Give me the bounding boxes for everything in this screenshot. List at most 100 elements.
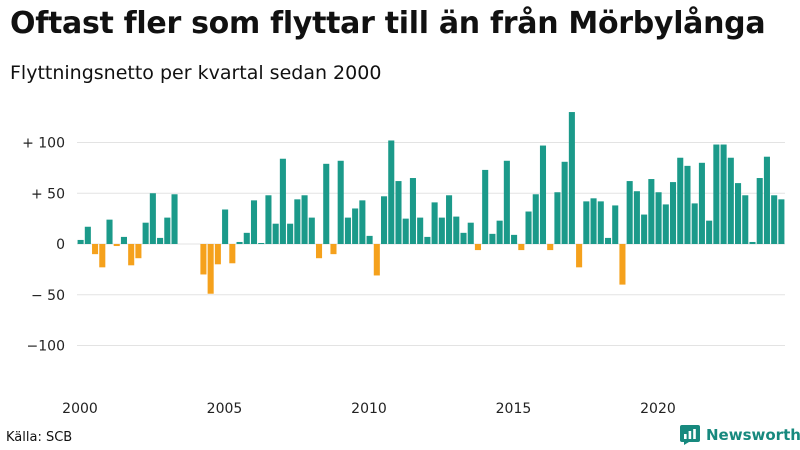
bar — [359, 200, 366, 244]
bar — [641, 214, 648, 244]
bar — [366, 235, 373, 244]
bar — [525, 211, 532, 244]
bar — [561, 161, 568, 244]
bar — [92, 244, 99, 255]
bar — [330, 244, 337, 255]
bar — [258, 242, 265, 244]
bar — [604, 237, 612, 244]
bar — [698, 162, 705, 244]
bar — [373, 244, 380, 276]
bar — [142, 222, 149, 244]
bar — [250, 200, 258, 244]
bar — [229, 244, 236, 264]
bar — [691, 203, 698, 244]
bar — [467, 222, 474, 244]
x-tick-label: 2015 — [496, 401, 532, 417]
chart-title: Oftast fler som flyttar till än från Mör… — [10, 6, 766, 41]
bar — [496, 220, 503, 244]
bar — [171, 194, 178, 244]
bar — [106, 219, 113, 244]
bar — [612, 205, 619, 244]
source-label: Källa: SCB — [6, 430, 73, 445]
bar — [207, 244, 214, 294]
bar — [619, 244, 626, 285]
bar — [706, 220, 713, 244]
bar — [120, 236, 127, 244]
bar — [482, 169, 489, 244]
bar — [713, 144, 720, 244]
bar — [590, 198, 597, 244]
y-tick-label: − 50 — [31, 288, 65, 304]
bar — [474, 244, 481, 251]
x-tick-label: 2020 — [640, 401, 676, 417]
bar — [720, 144, 727, 244]
bar — [735, 183, 742, 244]
bar — [633, 191, 640, 244]
bar — [200, 244, 207, 275]
bar — [135, 244, 142, 259]
x-tick-label: 2005 — [207, 401, 243, 417]
bar — [518, 244, 525, 251]
bar — [677, 157, 684, 244]
bar — [315, 244, 323, 259]
bar — [532, 194, 539, 244]
bar — [771, 195, 778, 244]
bar — [381, 196, 388, 244]
bar — [655, 192, 662, 244]
bar — [388, 140, 395, 244]
y-tick-label: 0 — [56, 237, 65, 253]
bar — [323, 163, 330, 244]
bar — [424, 236, 431, 244]
bar — [778, 199, 785, 244]
bar — [272, 223, 279, 244]
bar — [597, 201, 604, 244]
bar — [308, 217, 315, 244]
bar — [344, 217, 351, 244]
bar — [265, 195, 272, 244]
bar — [99, 244, 106, 268]
bar — [279, 158, 286, 244]
y-tick-label: + 50 — [31, 186, 65, 202]
bar — [539, 145, 547, 244]
bar — [669, 182, 677, 244]
bar — [511, 234, 518, 244]
bar — [77, 239, 84, 244]
bar — [337, 160, 344, 244]
bar — [395, 181, 402, 244]
bar — [446, 195, 453, 244]
newsworthy-logo[interactable]: Newsworthy — [680, 425, 800, 445]
bar — [402, 218, 409, 244]
bar — [749, 241, 756, 244]
bar — [576, 244, 583, 268]
bar — [583, 201, 590, 244]
bar — [409, 178, 416, 244]
bar — [301, 195, 308, 244]
bar — [128, 244, 135, 266]
bar — [489, 233, 496, 244]
bar — [460, 232, 467, 244]
y-tick-label: −100 — [27, 339, 65, 355]
x-tick-label: 2000 — [62, 401, 98, 417]
bar — [236, 241, 243, 244]
bar — [547, 244, 554, 251]
brand-name: Newsworthy — [706, 426, 800, 444]
bar — [149, 193, 156, 244]
bar — [727, 157, 734, 244]
bar — [431, 202, 438, 244]
bar — [417, 217, 424, 244]
bar — [626, 181, 633, 244]
newsworthy-logo-icon — [680, 425, 700, 445]
bar — [742, 195, 749, 244]
bar — [438, 217, 445, 244]
bar — [294, 199, 301, 244]
bar — [568, 112, 575, 244]
x-tick-label: 2010 — [351, 401, 387, 417]
bar — [222, 209, 229, 244]
bar — [214, 244, 221, 265]
bar — [164, 217, 171, 244]
bar — [763, 156, 770, 244]
bar — [684, 165, 691, 244]
bar — [157, 237, 164, 244]
bar — [84, 226, 91, 244]
